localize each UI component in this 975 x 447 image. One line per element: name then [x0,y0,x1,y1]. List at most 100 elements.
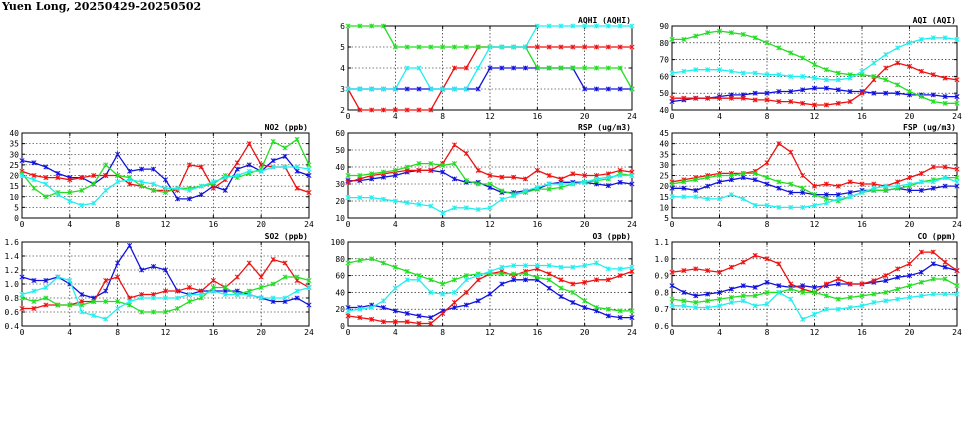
data-point-red [705,95,711,101]
data-point-green [511,271,517,277]
y-tick-label: 0.6 [655,322,670,331]
data-point-blue [811,284,818,290]
data-point-blue [752,284,758,290]
x-tick-label: 20 [905,328,915,337]
data-point-cyan [582,23,588,29]
data-point-cyan [629,264,635,270]
y-tick-label: 1.1 [655,238,670,247]
data-point-cyan [752,202,758,208]
x-tick-label: 20 [256,328,266,337]
data-point-green [582,65,588,71]
y-tick-label: 6 [340,22,345,31]
data-point-cyan [198,183,204,189]
x-tick-label: 8 [440,220,445,229]
data-point-blue [222,187,228,193]
data-point-cyan [629,23,635,29]
data-point-cyan [752,70,758,76]
x-tick-label: 20 [580,112,590,121]
data-point-red [55,175,61,181]
data-point-blue [605,313,611,319]
data-point-cyan [859,68,865,74]
x-tick-label: 0 [20,220,25,229]
data-point-cyan [954,179,960,185]
data-point-cyan [127,177,133,183]
data-point-cyan [534,184,540,190]
data-point-green [380,260,387,266]
data-point-cyan [716,196,723,202]
data-point-cyan [847,194,853,200]
data-point-red [463,289,469,295]
chart-title: AQHI (AQHI) [578,16,631,25]
data-point-green [764,289,770,295]
data-point-blue [522,277,529,283]
data-point-blue [930,261,936,267]
y-tick-label: 100 [331,238,346,247]
data-point-red [582,44,588,50]
data-point-green [930,276,936,282]
data-point-red [282,260,288,266]
data-point-cyan [428,203,434,209]
data-point-blue [127,242,133,249]
x-tick-label: 8 [440,112,445,121]
data-point-blue [282,153,288,159]
data-point-red [582,279,588,285]
data-point-cyan [186,291,192,298]
chart-title: NO2 (ppb) [265,123,308,132]
data-point-cyan [282,164,288,170]
data-point-cyan [681,194,687,200]
data-point-red [463,65,469,71]
x-tick-label: 16 [533,220,543,229]
data-point-cyan [357,306,363,312]
data-point-red [752,97,758,103]
y-tick-label: 1.4 [5,252,20,261]
data-point-cyan [416,201,422,207]
x-tick-label: 8 [115,220,120,229]
data-point-cyan [728,299,734,306]
y-tick-label: 0 [14,214,19,223]
data-point-cyan [558,264,564,270]
data-point-cyan [570,181,576,187]
data-point-cyan [222,291,228,298]
x-tick-label: 16 [857,220,867,229]
data-point-cyan [800,73,806,79]
data-point-green [883,77,889,83]
data-point-red [629,44,635,50]
data-point-green [788,286,794,292]
data-point-green [294,274,300,280]
data-point-red [428,167,434,173]
data-point-cyan [811,75,818,81]
data-point-cyan [835,77,841,83]
data-point-blue [31,160,37,166]
data-point-blue [475,298,481,304]
data-point-blue [728,177,734,183]
data-point-cyan [380,196,387,202]
data-point-red [693,266,699,272]
data-point-cyan [605,174,611,180]
data-point-red [475,277,481,283]
y-tick-label: 10 [9,193,19,202]
data-point-red [823,102,829,108]
data-point-blue [823,85,829,91]
data-point-red [499,174,505,180]
data-point-cyan [883,52,889,58]
data-point-cyan [294,288,300,294]
data-point-red [954,268,960,274]
data-point-cyan [174,295,181,301]
data-point-blue [617,86,623,92]
data-point-cyan [463,86,469,92]
y-tick-label: 40 [335,288,345,297]
data-point-cyan [487,44,493,50]
data-point-cyan [234,291,240,298]
data-point-blue [847,88,853,95]
data-point-blue [800,189,806,196]
data-point-cyan [19,291,25,298]
data-point-cyan [681,68,687,74]
data-point-red [306,189,312,196]
x-tick-label: 12 [161,328,171,337]
data-point-cyan [67,198,73,204]
data-point-red [942,164,948,170]
data-point-green [345,172,351,179]
data-point-red [740,259,746,265]
data-point-red [258,274,264,280]
data-point-cyan [440,210,446,216]
